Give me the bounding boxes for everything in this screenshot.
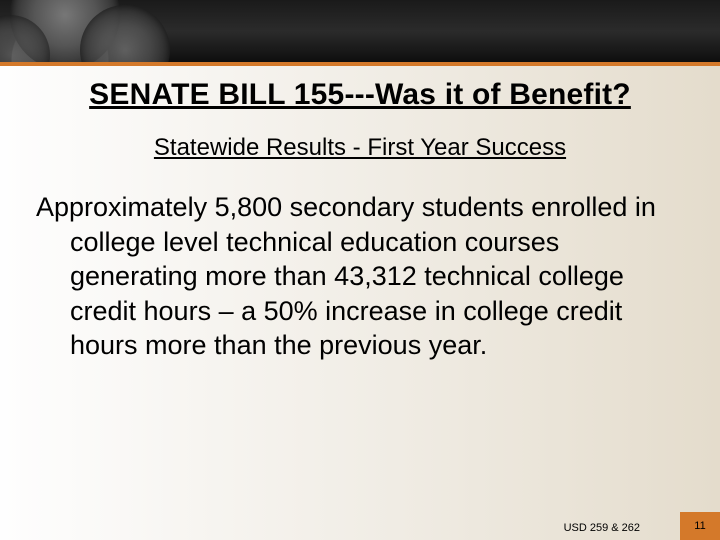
slide-subtitle: Statewide Results - First Year Success — [58, 134, 662, 162]
body-paragraph: Approximately 5,800 secondary students e… — [36, 190, 660, 363]
accent-bar — [0, 62, 720, 66]
footer-label: USD 259 & 262 — [564, 522, 640, 534]
page-number-box: 11 — [680, 512, 720, 540]
slide-title: SENATE BILL 155---Was it of Benefit? — [50, 78, 670, 112]
banner-image — [0, 0, 720, 62]
slide: SENATE BILL 155---Was it of Benefit? Sta… — [0, 0, 720, 540]
body-text-block: Approximately 5,800 secondary students e… — [36, 190, 660, 363]
